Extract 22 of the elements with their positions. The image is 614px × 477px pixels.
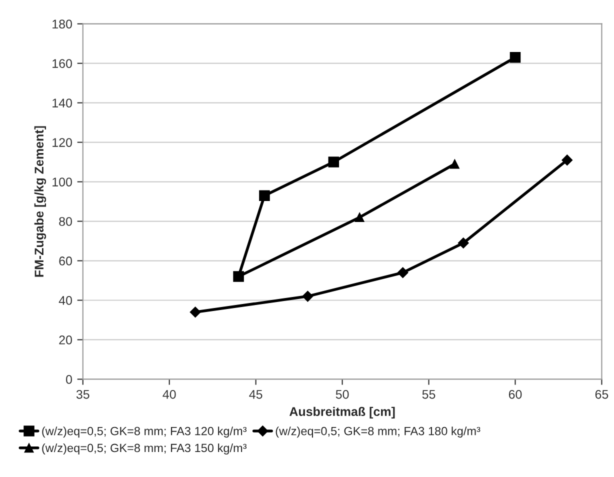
y-tick-label: 160 (52, 59, 72, 68)
x-axis-title: Ausbreitmaß [cm] (289, 406, 395, 418)
legend-label: (w/z)eq=0,5; GK=8 mm; FA3 150 kg/m³ (42, 443, 247, 454)
x-tick-label: 55 (422, 390, 436, 399)
x-tick-label: 35 (76, 390, 90, 399)
x-tick-label: 65 (595, 390, 608, 399)
y-tick-label: 180 (52, 20, 72, 28)
y-tick-label: 60 (59, 256, 72, 266)
x-tick-label: 60 (508, 390, 522, 399)
x-tick-label: 45 (249, 390, 262, 399)
y-tick-label: 40 (58, 296, 72, 305)
y-axis-title: FM-Zugabe [g/kg Zement] (34, 126, 46, 277)
x-tick-label: 50 (336, 390, 349, 399)
y-tick-label: 120 (52, 138, 72, 147)
legend-label: (w/z)eq=0,5; GK=8 mm; FA3 120 kg/m³ (42, 426, 247, 438)
y-tick-label: 20 (59, 336, 72, 344)
x-tick-label: 40 (162, 390, 176, 399)
y-tick-label: 100 (52, 178, 72, 186)
y-tick-label: 80 (59, 217, 72, 226)
y-tick-label: 140 (52, 98, 72, 108)
y-tick-label: 0 (66, 375, 72, 384)
legend-label: (w/z)eq=0,5; GK=8 mm; FA3 180 kg/m³ (276, 426, 480, 438)
